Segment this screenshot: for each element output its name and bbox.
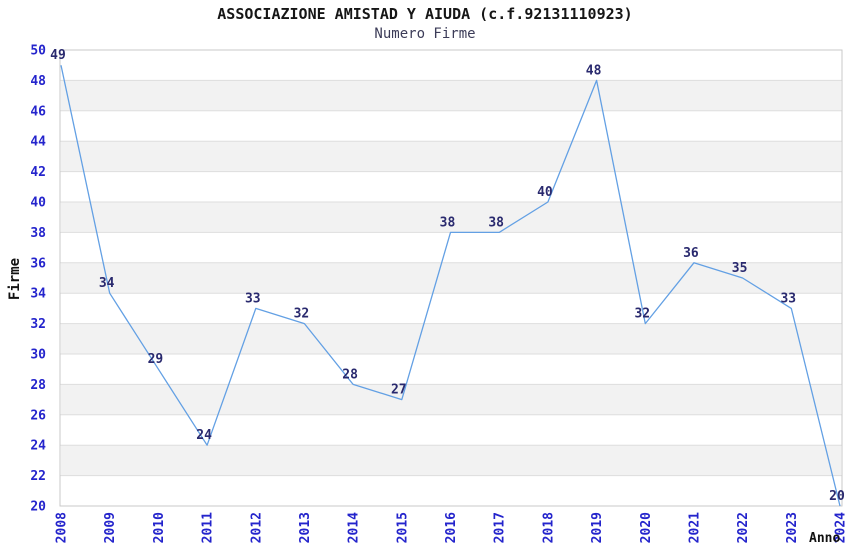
x-tick-label: 2009 [103,512,118,543]
x-tick-label: 2024 [834,512,849,543]
y-tick-label: 48 [30,74,46,89]
value-label: 40 [537,185,553,200]
value-label: 38 [488,215,504,230]
value-label: 48 [586,63,602,78]
value-label: 32 [294,307,310,322]
stripe-band [61,262,841,294]
y-tick-label: 40 [30,196,46,211]
plot-border [59,49,843,507]
value-label: 49 [50,48,66,63]
y-tick-label: 26 [30,408,46,423]
value-label: 24 [196,428,212,443]
value-label: 27 [391,383,407,398]
y-tick-label: 32 [30,317,46,332]
value-label: 29 [148,352,164,367]
x-tick-label: 2018 [541,512,556,543]
y-tick-label: 24 [30,439,46,454]
stripe-band [61,323,841,354]
chart-subtitle: Numero Firme [374,26,476,42]
stripe-band [61,202,841,233]
stripe-band [61,384,841,415]
x-tick-label: 2023 [785,512,800,543]
x-tick-label: 2020 [639,512,654,543]
value-label: 38 [440,215,456,230]
value-label: 34 [99,276,115,291]
value-label: 33 [780,291,796,306]
y-tick-label: 28 [30,378,46,393]
value-label: 33 [245,291,261,306]
y-axis-title: Firme [7,257,24,301]
x-tick-label: 2010 [152,512,167,543]
x-tick-label: 2012 [249,512,264,543]
y-tick-label: 42 [30,165,46,180]
stripe-band [61,141,841,172]
x-tick-label: 2011 [201,512,216,543]
y-tick-label: 38 [30,226,46,241]
y-tick-label: 30 [30,348,46,363]
x-tick-label: 2019 [590,512,605,543]
x-tick-label: 2022 [736,512,751,543]
x-tick-label: 2008 [55,512,70,543]
y-tick-label: 20 [30,500,46,515]
series-line [60,65,841,507]
x-tick-label: 2017 [493,512,508,543]
chart-title: ASSOCIAZIONE AMISTAD Y AIUDA (c.f.921311… [217,5,633,23]
y-tick-label: 34 [30,287,46,302]
x-tick-label: 2013 [298,512,313,543]
stripe-band [61,80,841,111]
stripe-band [61,445,841,476]
value-label: 35 [732,261,748,276]
value-label: 36 [683,246,699,261]
y-tick-label: 36 [30,256,46,271]
value-label: 20 [829,489,845,504]
value-label: 28 [342,367,358,382]
y-tick-label: 22 [30,469,46,484]
x-tick-label: 2016 [444,512,459,543]
value-label: 32 [634,307,650,322]
x-axis-title: Anno [809,531,841,546]
y-tick-label: 44 [30,135,46,150]
x-tick-label: 2014 [347,512,362,543]
x-tick-label: 2021 [687,512,702,543]
y-tick-label: 46 [30,104,46,119]
y-tick-label: 50 [30,44,46,59]
x-tick-label: 2015 [395,512,410,543]
